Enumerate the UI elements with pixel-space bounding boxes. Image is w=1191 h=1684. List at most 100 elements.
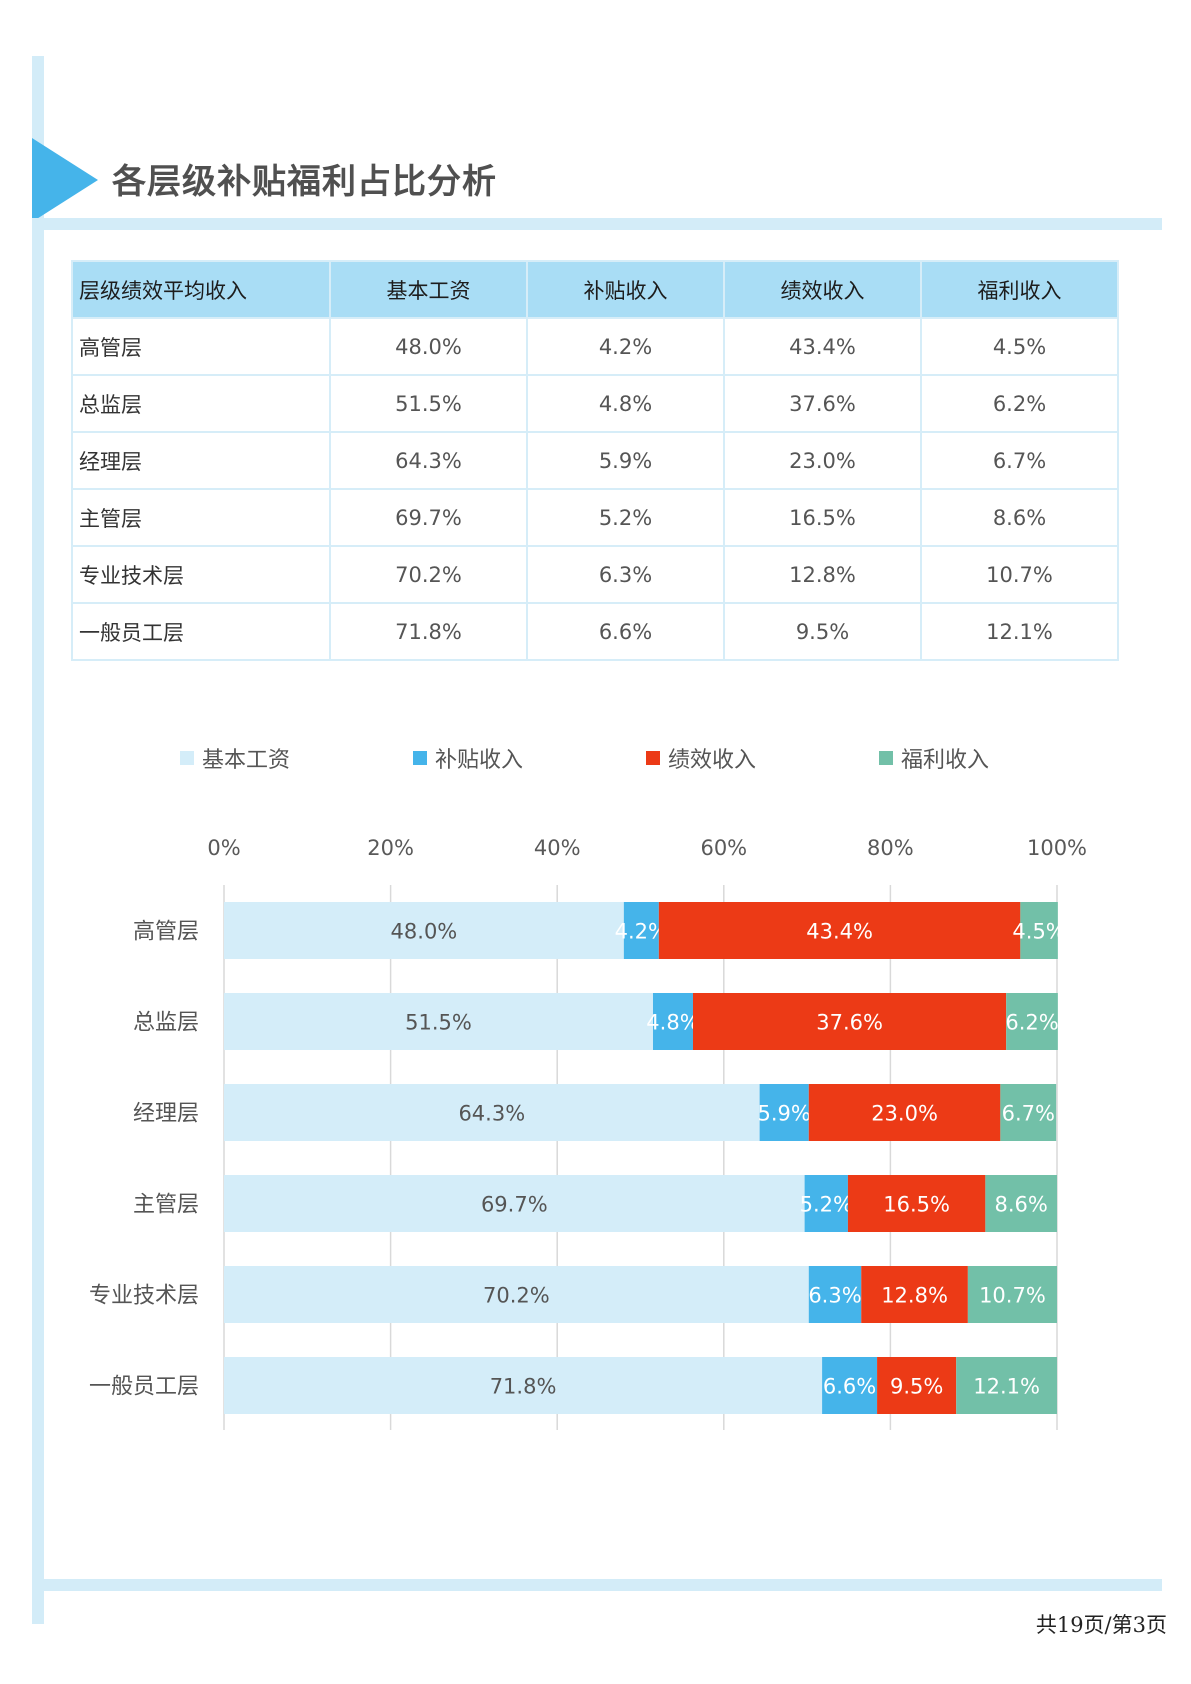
data-label: 51.5% [405, 1011, 472, 1035]
x-tick-label: 40% [534, 836, 581, 860]
chart-legend: 基本工资 补贴收入 绩效收入 福利收入 [180, 742, 1030, 776]
data-label: 6.2% [1005, 1011, 1058, 1035]
bar-segment [224, 993, 653, 1050]
y-category-label: 主管层 [133, 1193, 199, 1218]
table-cell: 8.6% [920, 488, 1119, 547]
legend-item-base-salary: 基本工资 [180, 742, 290, 774]
bar-segment [224, 1175, 805, 1232]
bar-segment [224, 1084, 760, 1141]
table-row: 一般员工层 71.8% 6.6% 9.5% 12.1% [71, 602, 1119, 661]
table-cell: 51.5% [329, 374, 528, 433]
data-label: 71.8% [490, 1375, 557, 1399]
y-category-label: 高管层 [133, 920, 199, 945]
data-label: 5.2% [800, 1193, 853, 1217]
y-category-label: 专业技术层 [89, 1284, 199, 1309]
legend-swatch [646, 751, 660, 765]
data-label: 10.7% [979, 1284, 1046, 1308]
data-label: 6.6% [823, 1375, 876, 1399]
table-cell: 6.3% [526, 545, 725, 604]
data-label: 43.4% [806, 920, 873, 944]
data-label: 6.7% [1002, 1102, 1055, 1126]
table-header-cell: 补贴收入 [526, 260, 725, 319]
legend-item-welfare: 福利收入 [879, 742, 989, 774]
x-tick-label: 60% [700, 836, 747, 860]
income-ratio-table: 层级绩效平均收入 基本工资 补贴收入 绩效收入 福利收入 高管层 48.0% 4… [71, 260, 1119, 661]
page-footer: 共19页/第3页 [1035, 1613, 1167, 1637]
frame-top-bar [32, 218, 1162, 230]
table-cell: 总监层 [71, 374, 331, 433]
table-cell: 6.6% [526, 602, 725, 661]
table-row: 高管层 48.0% 4.2% 43.4% 4.5% [71, 317, 1119, 376]
page-title: 各层级补贴福利占比分析 [112, 162, 497, 202]
bar-segment [1006, 993, 1058, 1050]
data-label: 12.1% [973, 1375, 1040, 1399]
table-cell: 43.4% [723, 317, 922, 376]
table-header-cell: 层级绩效平均收入 [71, 260, 331, 319]
data-label: 23.0% [871, 1102, 938, 1126]
bar-segment [658, 902, 1021, 959]
data-label: 4.5% [1012, 920, 1065, 944]
bar-segment [877, 1357, 957, 1414]
data-label: 6.3% [808, 1284, 861, 1308]
data-label: 48.0% [391, 920, 458, 944]
bar-segment [652, 993, 693, 1050]
data-label: 12.8% [881, 1284, 948, 1308]
table-cell: 16.5% [723, 488, 922, 547]
table-cell: 4.2% [526, 317, 725, 376]
data-label: 64.3% [458, 1102, 525, 1126]
table-cell: 5.9% [526, 431, 725, 490]
table-cell: 专业技术层 [71, 545, 331, 604]
bar-segment [861, 1266, 968, 1323]
legend-label: 基本工资 [202, 748, 291, 773]
table-cell: 一般员工层 [71, 602, 331, 661]
bar-segment [808, 1266, 862, 1323]
legend-swatch [879, 751, 893, 765]
bar-segment [224, 1266, 809, 1323]
table-cell: 12.1% [920, 602, 1119, 661]
x-tick-label: 80% [867, 836, 914, 860]
bar-segment [1000, 1084, 1057, 1141]
table-row: 经理层 64.3% 5.9% 23.0% 6.7% [71, 431, 1119, 490]
table-cell: 70.2% [329, 545, 528, 604]
x-tick-label: 0% [207, 836, 240, 860]
table-cell: 64.3% [329, 431, 528, 490]
bar-segment [956, 1357, 1057, 1414]
bar-segment [847, 1175, 986, 1232]
data-label: 70.2% [483, 1284, 550, 1308]
bar-segment [623, 902, 659, 959]
y-category-label: 总监层 [133, 1011, 199, 1036]
legend-label: 福利收入 [901, 748, 990, 773]
frame-left-bar [32, 56, 44, 1624]
table-row: 主管层 69.7% 5.2% 16.5% 8.6% [71, 488, 1119, 547]
table-cell: 37.6% [723, 374, 922, 433]
table-cell: 9.5% [723, 602, 922, 661]
table-row: 总监层 51.5% 4.8% 37.6% 6.2% [71, 374, 1119, 433]
legend-swatch [413, 751, 427, 765]
table-cell: 高管层 [71, 317, 331, 376]
table-cell: 5.2% [526, 488, 725, 547]
table-cell: 经理层 [71, 431, 331, 490]
legend-label: 补贴收入 [435, 748, 524, 773]
table-cell: 12.8% [723, 545, 922, 604]
bar-segment [804, 1175, 848, 1232]
bar-segment [692, 993, 1007, 1050]
table-header-cell: 绩效收入 [723, 260, 922, 319]
table-cell: 主管层 [71, 488, 331, 547]
legend-item-performance: 绩效收入 [646, 742, 756, 774]
table-cell: 71.8% [329, 602, 528, 661]
data-label: 69.7% [481, 1193, 548, 1217]
table-cell: 4.8% [526, 374, 725, 433]
data-label: 8.6% [995, 1193, 1048, 1217]
table-header-cell: 基本工资 [329, 260, 528, 319]
legend-swatch [180, 751, 194, 765]
data-label: 37.6% [816, 1011, 883, 1035]
bar-segment [808, 1084, 1001, 1141]
bar-segment [224, 902, 624, 959]
data-label: 9.5% [890, 1375, 943, 1399]
stacked-bar-chart: 0% 20% 40% 60% 80% 100%高管层 48.0% 4.2% 43.4% 4.5%总… [89, 836, 1087, 1430]
table-cell: 6.2% [920, 374, 1119, 433]
bar-segment [822, 1357, 878, 1414]
bar-segment [1020, 902, 1058, 959]
table-cell: 10.7% [920, 545, 1119, 604]
x-tick-label: 100% [1027, 836, 1087, 860]
